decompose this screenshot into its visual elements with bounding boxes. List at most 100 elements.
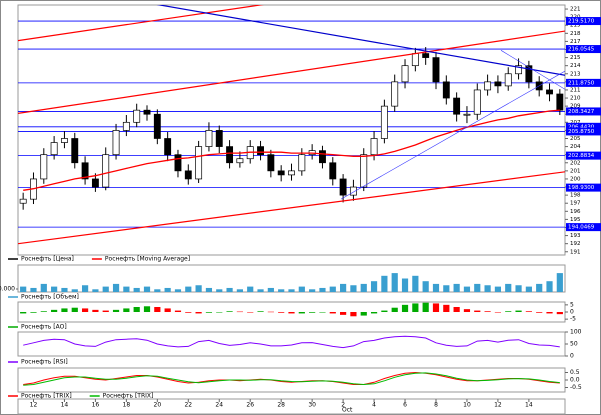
candle-body — [257, 146, 264, 156]
trend-line — [500, 50, 565, 90]
y-tick-label: 219 — [570, 23, 581, 29]
bar — [556, 312, 563, 315]
bar — [309, 312, 316, 313]
y-tick-label: 214 — [570, 63, 581, 69]
y-tick-label: 201 — [570, 168, 581, 174]
y-tick-label: 0.000 — [0, 286, 15, 293]
y-tick-label: 200 — [570, 176, 581, 182]
candle-body — [525, 65, 533, 83]
candle-body — [422, 53, 430, 58]
bar — [92, 289, 99, 292]
bar — [536, 312, 543, 313]
bar — [298, 312, 305, 314]
x-tick-label: 30 — [308, 402, 316, 409]
candle-body — [277, 170, 285, 176]
bar — [536, 283, 543, 292]
y-tick-label: 192 — [570, 241, 581, 247]
x-tick-label: 4 — [372, 402, 376, 409]
bar — [556, 273, 563, 292]
x-tick-label: 10 — [463, 402, 471, 409]
level-label: 194.0469 — [568, 225, 595, 231]
y-tick-label: 205 — [570, 136, 581, 142]
candle-body — [484, 81, 492, 91]
bar — [216, 289, 223, 292]
level-label: 202.8834 — [568, 153, 595, 159]
bar — [185, 286, 192, 292]
y-tick-label: 210 — [570, 96, 581, 102]
bar — [236, 289, 243, 292]
bar — [123, 286, 130, 292]
bar — [112, 283, 120, 292]
candle-body — [184, 170, 192, 180]
level-label: 216.0545 — [568, 47, 595, 53]
bar — [71, 289, 78, 292]
legend-label: Роснефть [AO] — [21, 324, 67, 331]
bar — [298, 286, 305, 292]
bar — [205, 287, 213, 292]
y-tick-label: 0.0 — [570, 377, 580, 384]
candle-body — [112, 130, 120, 156]
bar — [401, 304, 409, 312]
rsi-panel — [17, 331, 566, 357]
bar — [494, 286, 502, 292]
bar — [370, 281, 378, 292]
x-tick-label: 18 — [123, 402, 131, 409]
bar — [247, 312, 254, 313]
bar — [20, 286, 27, 292]
bar — [278, 312, 285, 313]
legend-label: Роснефть [RSI] — [21, 359, 68, 366]
legend-label: Роснефть [TRIX] — [21, 393, 72, 400]
bar — [30, 312, 37, 313]
series-line — [23, 372, 560, 386]
candle-body — [122, 121, 130, 131]
bar — [81, 285, 89, 292]
y-tick-label: 197 — [570, 201, 581, 207]
bar — [30, 287, 37, 292]
bar — [474, 283, 481, 292]
bar — [205, 312, 213, 313]
candle-body — [174, 154, 182, 172]
bar — [92, 309, 99, 312]
bar — [40, 283, 47, 292]
y-tick-label: 5 — [570, 301, 574, 308]
bar — [412, 275, 419, 292]
y-tick-label: 193 — [570, 233, 581, 239]
bar — [61, 287, 68, 292]
y-tick-label: 100 — [570, 329, 582, 336]
bar — [143, 286, 151, 292]
bar — [515, 285, 522, 292]
candle-body — [195, 146, 203, 180]
candle-body — [380, 105, 388, 139]
bar — [360, 283, 367, 292]
bar — [340, 312, 347, 315]
candle-body — [288, 170, 295, 176]
legend-label: Роснефть [Цена] — [21, 256, 74, 263]
candle-body — [391, 81, 399, 107]
bar — [401, 278, 409, 292]
x-tick-label: 14 — [61, 402, 69, 409]
level-label-box — [566, 183, 601, 192]
candle-body — [205, 130, 213, 147]
bar — [61, 308, 68, 312]
candle-body — [432, 57, 440, 83]
level-label-box — [566, 223, 601, 232]
trend-line — [156, 5, 565, 76]
bar — [319, 287, 326, 292]
y-tick-label: 202 — [570, 160, 581, 166]
bar — [185, 312, 192, 313]
x-tick-label: 22 — [184, 402, 192, 409]
candle-body — [298, 154, 306, 172]
candle-body — [401, 65, 409, 83]
y-tick-label: -0.5 — [570, 384, 582, 391]
bar — [329, 312, 336, 314]
y-tick-label: 207 — [570, 120, 581, 126]
y-tick-label: -5 — [570, 316, 576, 323]
y-tick-label: 213 — [570, 71, 581, 77]
bar — [123, 308, 130, 312]
bar — [515, 310, 522, 312]
bar — [154, 289, 161, 292]
bar — [288, 289, 295, 292]
y-tick-label: 215 — [570, 55, 581, 61]
candle-body — [319, 150, 326, 164]
x-tick-label: 8 — [434, 402, 438, 409]
